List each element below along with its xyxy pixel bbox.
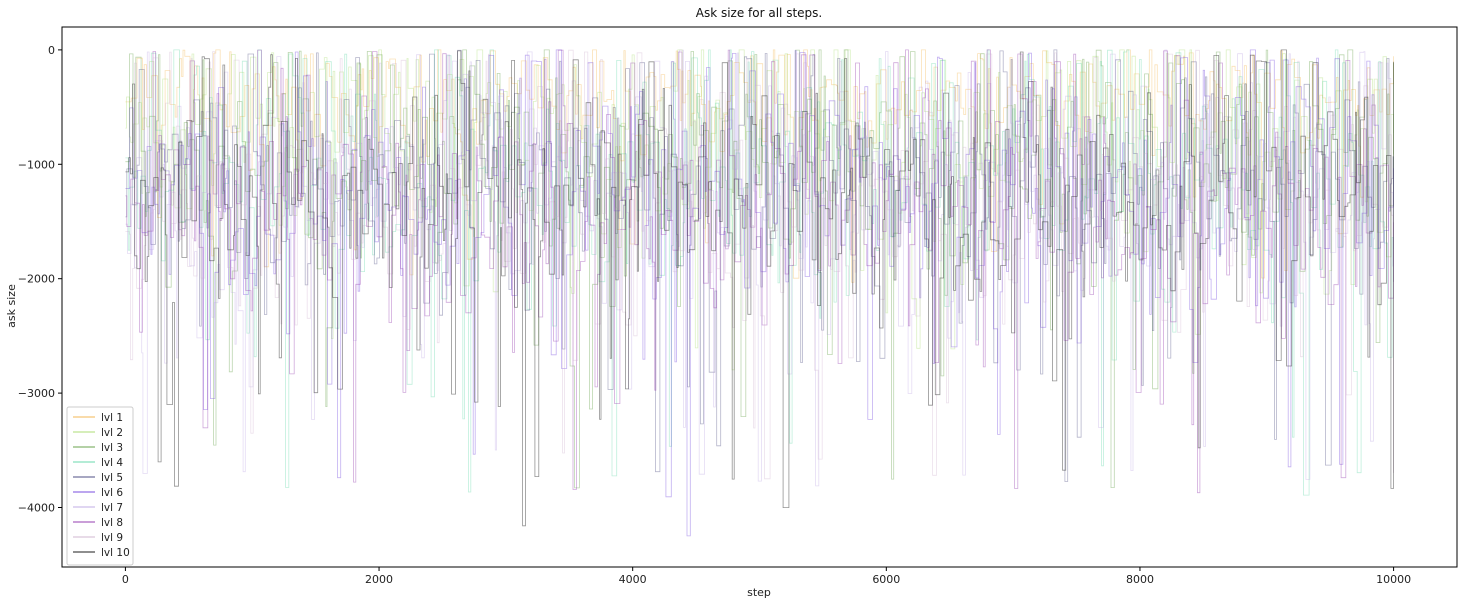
series-line-lvl-8 <box>125 49 1394 494</box>
series-line-lvl-6 <box>125 49 1394 537</box>
x-axis: 0 2000 4000 6000 8000 10000 <box>122 567 1411 586</box>
legend-label: lvl 3 <box>101 442 123 454</box>
y-tick-label: −2000 <box>18 273 55 286</box>
x-tick-label: 2000 <box>365 573 393 586</box>
plot-frame <box>61 26 1458 568</box>
legend-label: lvl 2 <box>101 427 123 439</box>
y-tick-label: −1000 <box>18 158 55 171</box>
series-line-lvl-9 <box>125 49 1394 480</box>
series-line-lvl-5 <box>125 49 1394 482</box>
legend-label: lvl 10 <box>101 547 130 559</box>
x-tick-label: 8000 <box>1126 573 1154 586</box>
y-tick-label: −3000 <box>18 387 55 400</box>
x-tick-label: 4000 <box>619 573 647 586</box>
x-tick-label: 10000 <box>1376 573 1411 586</box>
legend-label: lvl 6 <box>101 487 123 499</box>
legend-box <box>66 406 134 566</box>
legend-label: lvl 5 <box>101 472 123 484</box>
legend-label: lvl 1 <box>101 412 123 424</box>
series-line-lvl-2 <box>125 49 1394 371</box>
legend-label: lvl 9 <box>101 532 123 544</box>
series-line-lvl-3 <box>125 49 1394 489</box>
series-layer <box>125 49 1394 537</box>
y-tick-label: −4000 <box>18 502 55 515</box>
legend-label: lvl 4 <box>101 457 123 469</box>
series-line-lvl-1 <box>125 49 1394 283</box>
series-line-lvl-10 <box>125 49 1394 527</box>
legend-label: lvl 8 <box>101 517 123 529</box>
x-axis-title: step <box>747 586 771 599</box>
legend: lvl 1 lvl 2 lvl 3 lvl 4 lvl 5 lvl 6 lvl 7 lvl 8… <box>66 406 134 566</box>
chart-title: Ask size for all steps. <box>696 6 822 20</box>
y-tick-label: 0 <box>48 44 55 57</box>
y-axis-title: ask size <box>5 284 18 328</box>
x-tick-label: 0 <box>122 573 129 586</box>
x-tick-label: 6000 <box>872 573 900 586</box>
y-axis: 0 −1000 −2000 −3000 −4000 <box>18 44 62 515</box>
legend-label: lvl 7 <box>101 502 123 514</box>
series-line-lvl-4 <box>125 49 1394 496</box>
